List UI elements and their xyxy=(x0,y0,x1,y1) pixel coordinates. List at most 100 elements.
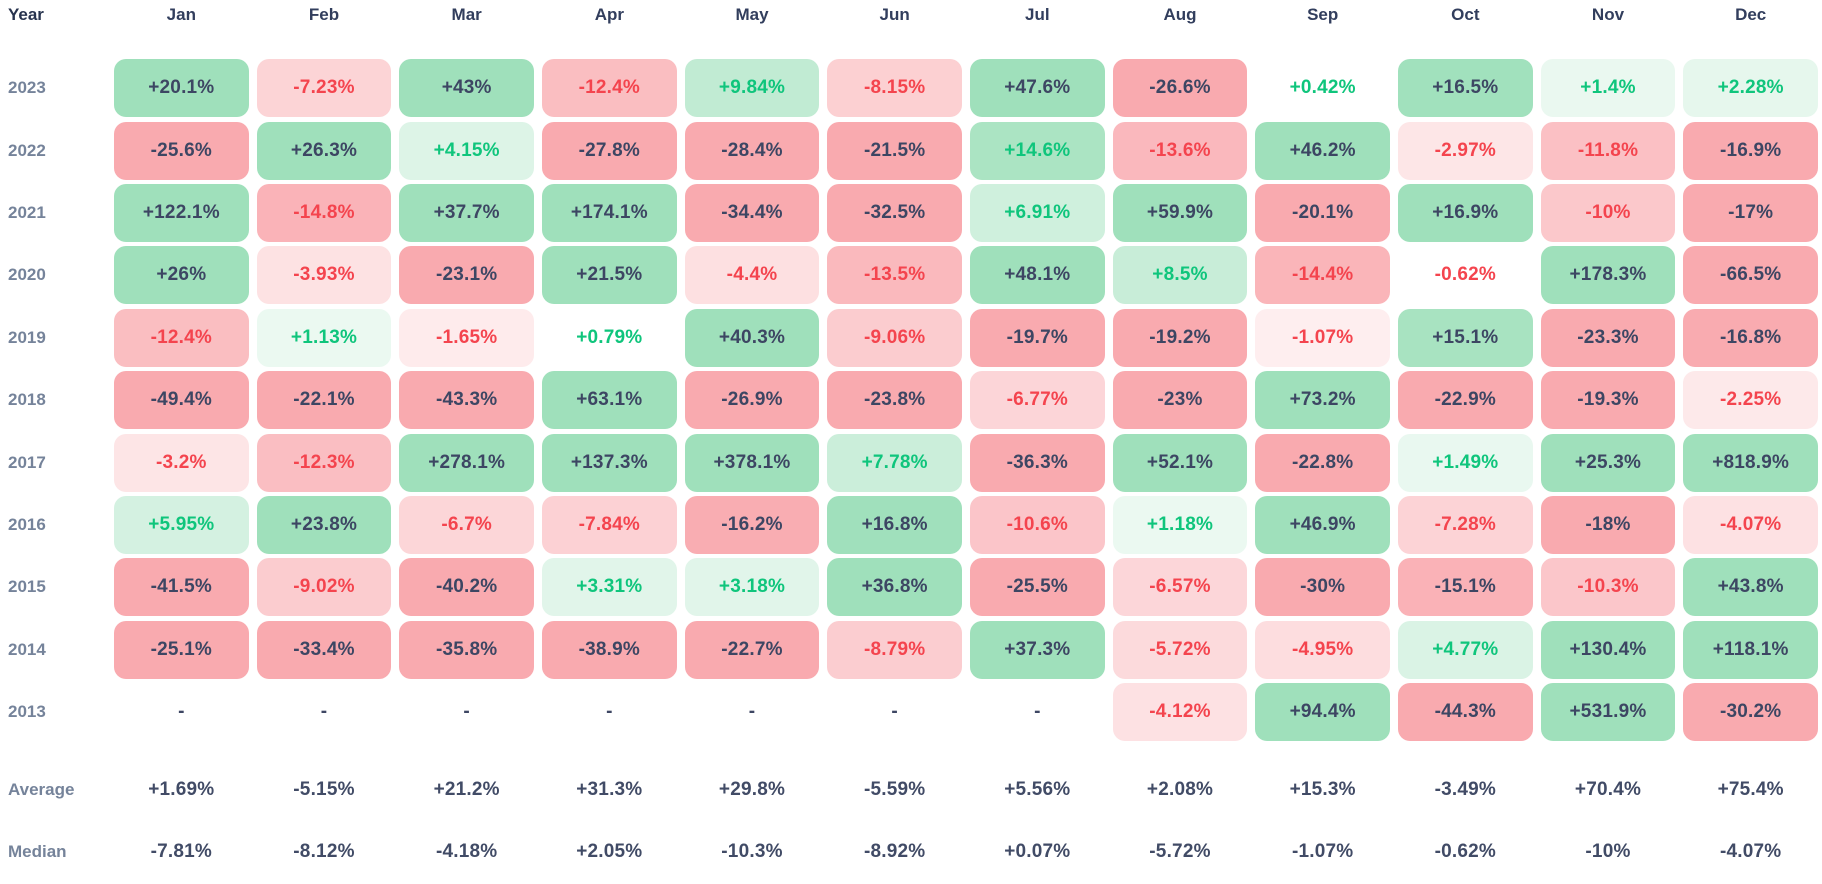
return-value: -10.6% xyxy=(970,495,1105,554)
return-value: -20.1% xyxy=(1255,183,1390,242)
summary-value: +29.8% xyxy=(718,779,786,801)
return-value: +16.8% xyxy=(827,495,962,554)
summary-value: -3.49% xyxy=(1434,779,1497,801)
return-value: +1.13% xyxy=(256,308,392,367)
summary-value: +21.2% xyxy=(433,779,500,801)
return-cell: -41.5% xyxy=(110,558,253,617)
return-value: +6.91% xyxy=(970,183,1105,242)
return-value: +37.3% xyxy=(970,620,1105,679)
table-row-2020: 2020 +26% -3.93% -23.1% +21.5% -4.4% -13.5% +48… xyxy=(0,244,1822,306)
return-cell: -16.8% xyxy=(1679,308,1822,367)
return-value: +137.3% xyxy=(542,433,677,492)
return-value: -11.8% xyxy=(1540,121,1676,180)
return-value: -8.79% xyxy=(827,620,962,679)
return-value: - xyxy=(606,701,613,723)
return-value: -19.3% xyxy=(1540,371,1676,430)
return-cell: -7.84% xyxy=(538,495,681,554)
summary-rows: Average +1.69% -5.15% +21.2% +31.3% +29.8% -5.… xyxy=(0,761,1822,881)
return-value: -3.2% xyxy=(114,433,249,492)
table-row-2021: 2021 +122.1% -14.8% +37.7% +174.1% -34.4% -32.… xyxy=(0,182,1822,244)
table-row-2019: 2019 -12.4% +1.13% -1.65% +0.79% +40.3% -9.06%… xyxy=(0,307,1822,369)
summary-value: +0.07% xyxy=(1004,841,1071,863)
return-cell: -19.2% xyxy=(1109,308,1252,367)
return-value: -15.1% xyxy=(1398,558,1533,617)
year-label: 2015 xyxy=(8,577,46,597)
summary-value: -10% xyxy=(1585,841,1631,863)
return-value: -66.5% xyxy=(1683,246,1818,305)
summary-value: +70.4% xyxy=(1574,779,1642,801)
return-cell: -33.4% xyxy=(253,620,396,679)
return-value: +63.1% xyxy=(542,371,677,430)
return-cell: - xyxy=(395,683,538,741)
year-label: 2014 xyxy=(8,639,46,659)
return-value: +1.4% xyxy=(1540,59,1676,118)
return-cell: -26.6% xyxy=(1109,59,1252,118)
return-cell: +15.1% xyxy=(1394,308,1537,367)
return-value: -7.23% xyxy=(256,59,392,118)
return-value: +178.3% xyxy=(1540,246,1676,305)
return-value: -17% xyxy=(1683,183,1818,242)
return-value: +15.1% xyxy=(1398,308,1533,367)
return-cell: -10.3% xyxy=(1537,558,1680,617)
return-cell: +1.49% xyxy=(1394,433,1537,492)
return-value: -25.6% xyxy=(114,121,249,180)
return-value: -13.5% xyxy=(827,246,962,305)
year-label: 2013 xyxy=(8,702,46,722)
summary-value: -0.62% xyxy=(1434,841,1497,863)
return-cell: +1.13% xyxy=(253,308,396,367)
month-header-jun: Jun xyxy=(879,5,910,24)
return-cell: +3.31% xyxy=(538,558,681,617)
return-cell: -19.7% xyxy=(966,308,1109,367)
return-cell: - xyxy=(966,683,1109,741)
return-value: -35.8% xyxy=(399,620,534,679)
return-cell: -6.77% xyxy=(966,371,1109,430)
return-value: -7.84% xyxy=(542,495,677,554)
return-value: -5.72% xyxy=(1112,620,1248,679)
return-cell: -26.9% xyxy=(681,371,824,430)
return-value: -12.4% xyxy=(542,59,677,118)
return-cell: -34.4% xyxy=(681,183,824,242)
summary-value: -8.92% xyxy=(863,841,926,863)
table-row-2018: 2018 -49.4% -22.1% -43.3% +63.1% -26.9% -23.8%… xyxy=(0,369,1822,431)
return-cell: -1.07% xyxy=(1251,308,1394,367)
return-cell: - xyxy=(253,683,396,741)
return-value: - xyxy=(463,701,470,723)
return-value: +21.5% xyxy=(542,246,677,305)
return-cell: -22.1% xyxy=(253,371,396,430)
summary-value: -4.18% xyxy=(435,841,498,863)
month-header-apr: Apr xyxy=(594,5,624,24)
return-cell: -11.8% xyxy=(1537,121,1680,180)
summary-label: Median xyxy=(8,842,67,862)
return-cell: +46.2% xyxy=(1251,121,1394,180)
return-value: +23.8% xyxy=(256,495,392,554)
year-label: 2019 xyxy=(8,327,46,347)
return-value: +5.95% xyxy=(114,495,249,554)
return-value: +7.78% xyxy=(827,433,962,492)
return-cell: +47.6% xyxy=(966,59,1109,118)
return-cell: -22.7% xyxy=(681,620,824,679)
return-cell: - xyxy=(538,683,681,741)
return-value: +26.3% xyxy=(256,121,392,180)
return-value: -22.7% xyxy=(684,620,820,679)
return-value: - xyxy=(748,701,756,723)
return-value: -18% xyxy=(1540,495,1676,554)
return-cell: -36.3% xyxy=(966,433,1109,492)
month-header-feb: Feb xyxy=(308,5,340,24)
return-cell: - xyxy=(110,683,253,741)
return-cell: -6.57% xyxy=(1109,558,1252,617)
return-cell: -21.5% xyxy=(823,121,966,180)
return-value: -16.9% xyxy=(1683,121,1818,180)
return-cell: -3.93% xyxy=(253,246,396,305)
return-value: -16.8% xyxy=(1683,308,1818,367)
return-cell: -2.25% xyxy=(1679,371,1822,430)
return-value: -32.5% xyxy=(827,183,962,242)
summary-value: +5.56% xyxy=(1004,779,1071,801)
return-cell: +2.28% xyxy=(1679,59,1822,118)
return-value: +174.1% xyxy=(542,183,677,242)
summary-value: -4.07% xyxy=(1719,841,1782,863)
return-cell: +8.5% xyxy=(1109,246,1252,305)
return-cell: -13.6% xyxy=(1109,121,1252,180)
return-cell: +59.9% xyxy=(1109,183,1252,242)
return-value: -12.3% xyxy=(256,433,392,492)
return-value: +43% xyxy=(399,59,534,118)
